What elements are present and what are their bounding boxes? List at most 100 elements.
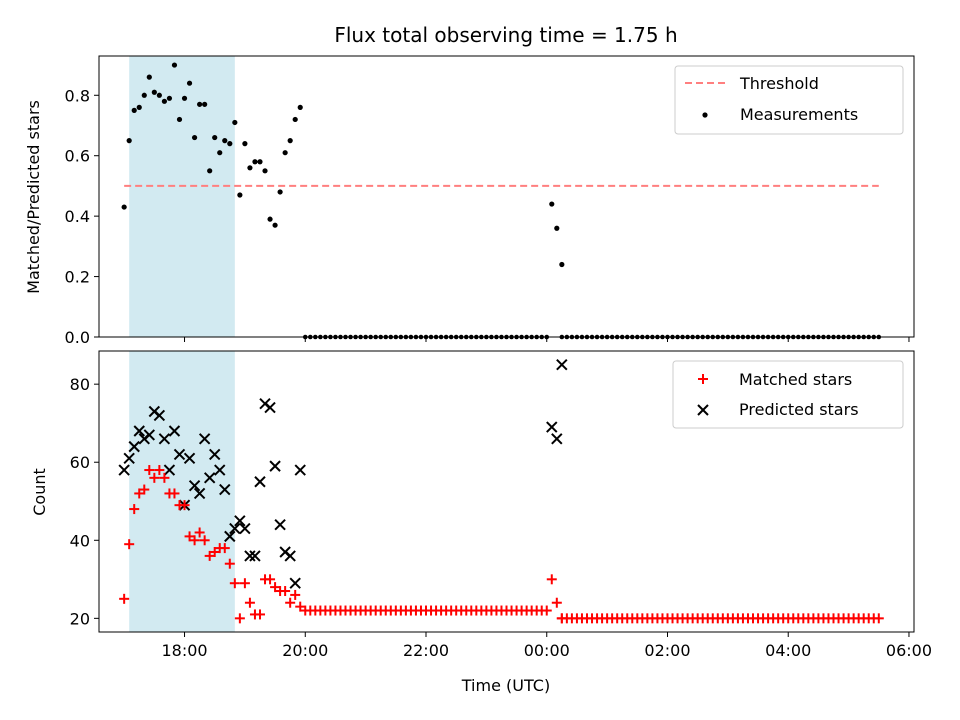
y-tick-label: 0.6: [65, 147, 90, 166]
y-tick-label: 0.8: [65, 86, 90, 105]
cross-stroke: [219, 483, 231, 496]
cross-stroke: [254, 476, 266, 488]
measurement-point: [272, 222, 278, 228]
matched-star-point: [149, 472, 160, 483]
measurement-point: [287, 138, 293, 144]
matched-star-point: [119, 593, 130, 604]
cross-stroke: [173, 448, 186, 461]
top-axes-frame: [98, 55, 915, 338]
matched-star-point: [546, 574, 557, 585]
bottom-axes-frame: [98, 350, 915, 633]
measurement-point: [549, 201, 555, 207]
measurement-point: [237, 192, 243, 198]
matched-star-point: [265, 574, 276, 585]
cross-stroke: [198, 433, 211, 445]
y-tick-label: 80: [70, 375, 90, 394]
measurement-point: [212, 134, 218, 141]
predicted-star-point: [123, 452, 135, 465]
predicted-star-point: [188, 479, 201, 492]
x-axis-label: Time (UTC): [461, 676, 550, 695]
cross-stroke: [229, 522, 241, 535]
predicted-star-point: [274, 518, 286, 531]
legend-matched-marker: [698, 374, 708, 384]
measurement-point: [232, 119, 238, 126]
measurement-point: [126, 138, 132, 144]
predicted-star-point: [284, 550, 296, 562]
cross-stroke: [209, 448, 221, 461]
predicted-star-point: [143, 429, 156, 441]
measurement-point: [207, 168, 213, 174]
x-tick-label: 20:00: [282, 641, 328, 660]
bottom-legend: Matched stars Predicted stars: [672, 360, 904, 429]
y-tick-label: 0.4: [65, 207, 90, 226]
measurement-point: [282, 150, 288, 156]
matched-star-point: [154, 465, 165, 476]
measurement-point: [217, 150, 223, 156]
y-tick-label: 0.2: [65, 268, 90, 287]
matched-star-point: [873, 613, 884, 624]
measurement-point: [257, 159, 263, 165]
matched-star-point: [204, 550, 215, 561]
predicted-star-point: [193, 487, 206, 500]
chart-title: Flux total observing time = 1.75 h: [334, 23, 677, 47]
bottom-panel: 18:00 20:00 22:00 00:00 02:00 04:00 06:00 20 40 6…: [30, 350, 932, 695]
cross-stroke: [193, 487, 206, 500]
predicted-star-point: [214, 464, 226, 476]
shaded-interval: [129, 351, 235, 632]
predicted-star-point: [546, 421, 558, 433]
y-tick-label: 40: [70, 531, 90, 550]
y-tick-label: 20: [70, 609, 90, 628]
top-legend-box: [674, 65, 904, 135]
matched-star-point: [290, 589, 301, 600]
measurement-point: [222, 138, 228, 144]
cross-stroke: [153, 409, 166, 422]
matched-star-point: [124, 539, 135, 550]
measurement-point: [121, 204, 127, 210]
measurement-point: [297, 104, 303, 110]
matched-star-point: [194, 527, 205, 538]
matched-star-point: [254, 609, 265, 620]
measurement-point: [267, 216, 273, 222]
matched-star-point: [189, 535, 200, 546]
cross-stroke: [183, 452, 196, 465]
legend-predicted-label: Predicted stars: [739, 400, 859, 419]
cross-stroke: [133, 425, 145, 437]
measurement-point: [227, 141, 233, 147]
predicted-star-point: [219, 483, 231, 496]
predicted-star-point: [229, 522, 241, 535]
x-tick-label: 04:00: [765, 641, 811, 660]
legend-measurement-marker: [702, 112, 708, 118]
predicted-star-point: [163, 464, 176, 476]
measurement-point: [151, 89, 157, 95]
predicted-star-point: [183, 452, 196, 465]
measurement-point: [277, 189, 283, 195]
cross-stroke: [168, 425, 181, 437]
predicted-star-point: [289, 577, 301, 589]
measurement-point: [247, 165, 253, 171]
matched-star-point: [134, 488, 145, 499]
predicted-star-point: [168, 425, 181, 437]
x-tick-label: 06:00: [886, 641, 932, 660]
x-tick-label: 18:00: [161, 641, 207, 660]
legend-measurements-label: Measurements: [740, 105, 858, 124]
measurement-point: [141, 92, 147, 98]
y-tick-label: 0.0: [65, 328, 90, 347]
matched-star-point: [285, 597, 296, 608]
matched-star-point: [541, 605, 552, 616]
predicted-star-point: [239, 522, 251, 535]
matched-star-point: [270, 582, 281, 593]
matched-star-point: [295, 601, 306, 612]
measurement-point: [146, 74, 152, 80]
legend-matched-label: Matched stars: [739, 370, 852, 389]
measurement-point: [181, 95, 188, 101]
predicted-star-point: [209, 448, 221, 461]
predicted-star-point: [133, 425, 145, 437]
predicted-star-point: [269, 460, 281, 472]
measurement-point: [202, 101, 208, 107]
measurement-point: [191, 134, 198, 141]
cross-stroke: [128, 440, 140, 453]
x-tick-label: 02:00: [644, 641, 690, 660]
measurement-point: [559, 261, 565, 268]
predicted-star-point: [244, 550, 256, 562]
